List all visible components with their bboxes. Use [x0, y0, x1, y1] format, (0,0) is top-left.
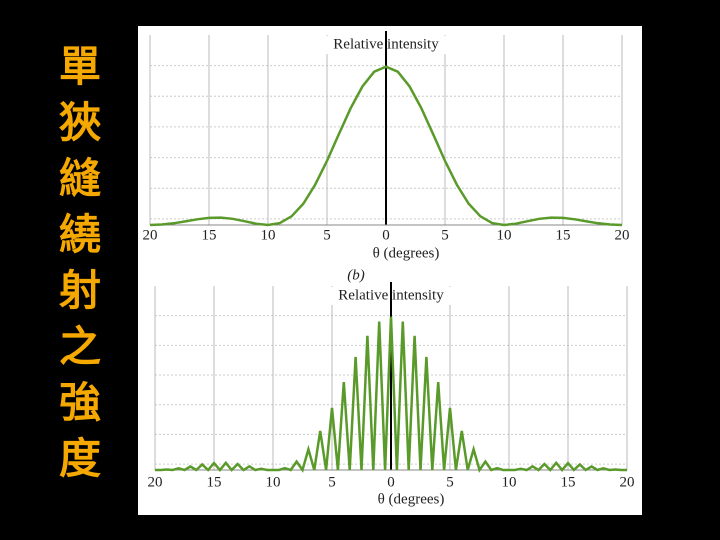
x-tick-label: 20: [148, 474, 163, 490]
y-axis-label: Relative intensity: [338, 287, 444, 303]
x-tick-label: 10: [497, 227, 512, 243]
x-tick-label: 15: [202, 227, 217, 243]
x-tick-label: 10: [261, 227, 276, 243]
intensity-curve: [155, 316, 627, 473]
x-tick-label: 5: [323, 227, 331, 243]
x-tick-label: 15: [561, 474, 576, 490]
intensity-curve: [149, 65, 623, 227]
x-tick-label: 5: [446, 474, 454, 490]
y-axis-label: Relative intensity: [333, 36, 439, 52]
x-tick-label: 20: [615, 227, 630, 243]
x-tick-label: 20: [620, 474, 635, 490]
x-axis-label: θ (degrees): [373, 245, 440, 261]
slide-title: 單狹縫繞射之強度: [58, 45, 101, 483]
x-tick-label: 5: [328, 474, 336, 490]
x-tick-label: 15: [556, 227, 571, 243]
x-axis-label: θ (degrees): [378, 491, 445, 507]
x-tick-label: 15: [207, 474, 222, 490]
x-tick-label: 10: [266, 474, 281, 490]
x-tick-label: 0: [382, 227, 390, 243]
x-tick-label: 10: [502, 474, 517, 490]
panel-label: (b): [347, 267, 365, 283]
x-tick-label: 20: [143, 227, 158, 243]
x-tick-label: 0: [387, 474, 395, 490]
x-tick-label: 5: [441, 227, 449, 243]
